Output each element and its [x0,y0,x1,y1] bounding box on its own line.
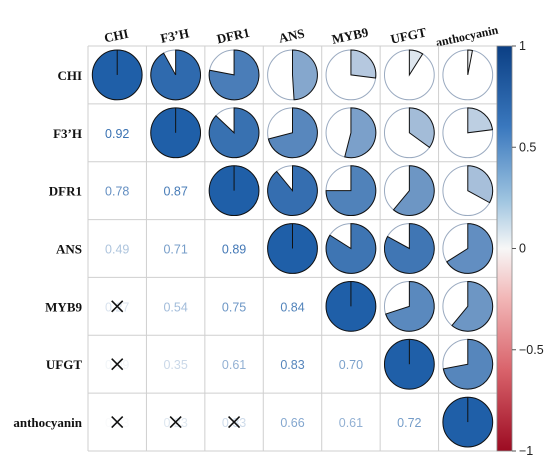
column-label-anthocyanin: anthocyanin [435,23,500,50]
pie-cell-3-3 [267,223,318,274]
pie-cell-2-4 [325,165,377,217]
pie-cell-2-5 [383,165,435,217]
column-label-dfr1: DFR1 [215,25,251,47]
pie-slice [267,165,318,217]
correlation-value-6-5: 0.72 [397,416,421,430]
correlation-value-3-2: 0.89 [222,243,246,257]
pie-cell-0-5 [383,49,435,101]
correlation-value-5-2: 0.61 [222,358,246,372]
pie-cell-4-5 [383,280,435,332]
pie-cell-1-1 [150,107,202,159]
correlation-value-4-3: 0.84 [280,300,304,314]
pie-slice [442,338,494,390]
column-label-ufgt: UFGT [389,24,428,46]
pie-slice [408,107,435,149]
colorbar-ticks: 1 0.5 0 −0.5 −1 [512,39,544,458]
correlation-value-2-1: 0.87 [163,185,187,199]
pie-cell-6-6 [442,396,494,448]
pie-cell-0-4 [325,49,377,101]
colorbar-tick-label: 0 [519,242,526,256]
correlation-value-5-1: 0.35 [163,358,187,372]
pie-cell-5-6 [442,338,494,390]
pie-cell-4-4 [325,280,377,332]
pie-slice [325,223,377,274]
correlation-value-5-3: 0.83 [280,358,304,372]
pie-slice [451,280,494,332]
pie-cell-1-2 [208,107,260,159]
pie-slice [383,223,435,274]
row-label-chi: CHI [57,68,82,83]
correlation-value-4-1: 0.54 [163,300,187,314]
pie-cell-3-4 [325,223,377,274]
not-significant-cross-icon [228,416,241,429]
row-label-dfr1: DFR1 [49,184,82,199]
colorbar-gradient [497,46,512,451]
pie-slice [208,107,260,159]
correlation-value-4-2: 0.75 [222,300,246,314]
pie-slice [408,49,424,77]
pie-cell-2-6 [442,165,494,217]
correlation-value-3-1: 0.71 [163,243,187,257]
pie-cell-1-4 [325,107,377,159]
pie-slice [208,49,260,101]
row-label-myb9: MYB9 [45,299,82,314]
pie-cell-0-6 [442,49,494,101]
pie-slice [344,107,377,159]
not-significant-cross-icon [111,416,124,429]
pie-cell-3-5 [383,223,435,274]
pie-slice [325,165,377,216]
pie-cell-1-5 [383,107,435,159]
pie-cell-0-2 [208,49,260,101]
column-label-f3h: F3’H [159,25,190,46]
pie-slice [385,280,435,332]
correlation-value-2-0: 0.78 [105,185,129,199]
pie-slice [467,165,494,204]
column-label-ans: ANS [277,26,306,46]
not-significant-cross-icon [111,358,124,371]
correlation-value-3-0: 0.49 [105,243,129,257]
pie-cell-0-0 [91,49,143,101]
matrix-cells: 0.920.78 0.870.49 0.71 0.890.27 0.54 0.75 0.84… [91,49,494,448]
pie-cell-2-2 [208,165,260,217]
row-label-f3h: F3’H [53,126,82,141]
matrix-grid [87,45,498,452]
correlation-value-6-4: 0.61 [339,416,363,430]
row-label-ufgt: UFGT [46,357,82,372]
correlation-value-6-3: 0.66 [280,416,304,430]
pie-slice [267,107,318,159]
pie-cell-0-3 [267,49,318,101]
pie-slice [350,49,377,79]
pie-slice [446,223,494,274]
column-label-chi: CHI [103,26,130,46]
row-label-anthocyanin: anthocyanin [13,415,82,430]
column-label-myb9: MYB9 [330,24,370,46]
pie-cell-2-3 [267,165,318,217]
pie-slice [467,107,494,134]
pie-cell-1-6 [442,107,494,159]
row-labels: CHI F3’H DFR1 ANS MYB9 UFGT anthocyanin [13,68,82,430]
not-significant-cross-icon [111,300,124,313]
colorbar-tick-label: −1 [519,444,533,458]
pie-cell-5-5 [383,338,435,390]
pie-slice [392,165,435,217]
colorbar-tick-label: −0.5 [519,343,544,357]
pie-cell-4-6 [442,280,494,332]
pie-cell-0-1 [150,49,202,101]
correlation-value-5-4: 0.70 [339,358,363,372]
pie-cell-3-6 [442,223,494,274]
column-labels: CHI F3’H DFR1 ANS MYB9 UFGT anthocyanin [103,23,500,50]
pie-slice [467,49,474,76]
colorbar-tick-label: 1 [519,39,526,53]
pie-slice [150,49,201,101]
pie-slice [292,49,318,101]
colorbar-tick-label: 0.5 [519,140,536,154]
row-label-ans: ANS [56,242,82,257]
colorbar [496,45,513,452]
correlation-value-1-0: 0.92 [105,127,129,141]
not-significant-cross-icon [169,416,182,429]
pie-cell-1-3 [267,107,318,159]
